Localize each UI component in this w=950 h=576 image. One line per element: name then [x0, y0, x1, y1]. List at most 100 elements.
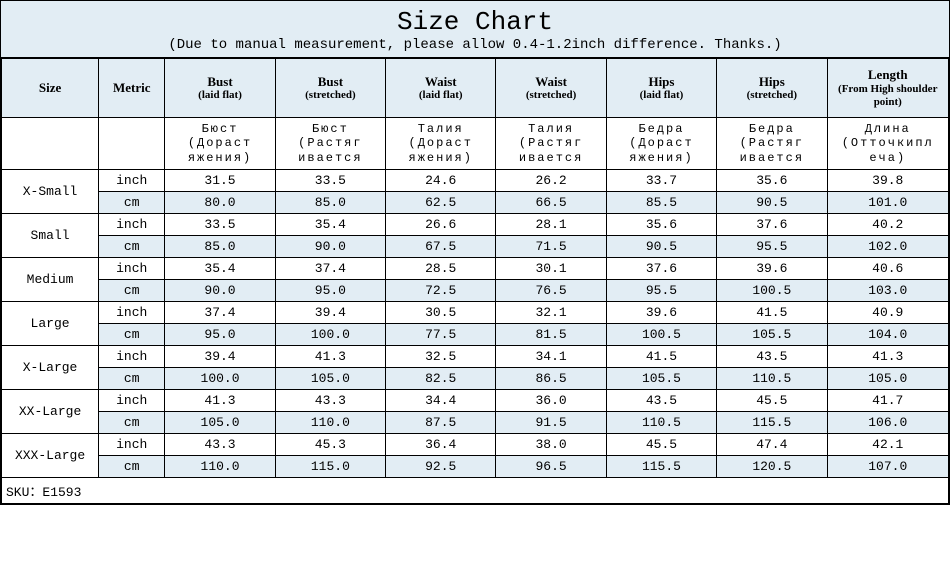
value-cell: 100.0 — [275, 324, 385, 346]
value-cell: 95.0 — [275, 280, 385, 302]
value-cell: 26.6 — [386, 214, 496, 236]
value-cell: 120.5 — [717, 456, 827, 478]
table-row: XX-Largeinch41.343.334.436.043.545.541.7 — [2, 390, 949, 412]
size-label-cell: X-Small — [2, 170, 99, 214]
value-cell: 85.0 — [275, 192, 385, 214]
metric-cell: cm — [99, 412, 165, 434]
value-cell: 39.8 — [827, 170, 949, 192]
value-cell: 41.3 — [275, 346, 385, 368]
value-cell: 71.5 — [496, 236, 606, 258]
value-cell: 105.5 — [606, 368, 716, 390]
value-cell: 101.0 — [827, 192, 949, 214]
value-cell: 39.4 — [275, 302, 385, 324]
value-cell: 28.1 — [496, 214, 606, 236]
value-cell: 37.6 — [717, 214, 827, 236]
value-cell: 37.4 — [165, 302, 275, 324]
value-cell: 41.5 — [717, 302, 827, 324]
value-cell: 33.5 — [165, 214, 275, 236]
value-cell: 67.5 — [386, 236, 496, 258]
sku-cell: SKU：E1593 — [2, 478, 949, 504]
table-row: cm110.0115.092.596.5115.5120.5107.0 — [2, 456, 949, 478]
translit-bust-stretched: Бюст (Растяг ивается — [275, 117, 385, 169]
value-cell: 104.0 — [827, 324, 949, 346]
value-cell: 107.0 — [827, 456, 949, 478]
value-cell: 28.5 — [386, 258, 496, 280]
header-translit-row: Бюст (Дораст яжения) Бюст (Растяг иваетс… — [2, 117, 949, 169]
value-cell: 105.0 — [827, 368, 949, 390]
value-cell: 39.6 — [606, 302, 716, 324]
translit-hips-flat: Бедра (Дораст яжения) — [606, 117, 716, 169]
title-section: Size Chart (Due to manual measurement, p… — [1, 1, 949, 58]
value-cell: 33.5 — [275, 170, 385, 192]
value-cell: 40.6 — [827, 258, 949, 280]
metric-cell: inch — [99, 170, 165, 192]
value-cell: 103.0 — [827, 280, 949, 302]
value-cell: 85.5 — [606, 192, 716, 214]
value-cell: 35.4 — [275, 214, 385, 236]
translit-length: Длина (Отточкипл еча) — [827, 117, 949, 169]
table-row: Smallinch33.535.426.628.135.637.640.2 — [2, 214, 949, 236]
value-cell: 36.4 — [386, 434, 496, 456]
table-row: cm85.090.067.571.590.595.5102.0 — [2, 236, 949, 258]
size-label-cell: Large — [2, 302, 99, 346]
table-row: X-Largeinch39.441.332.534.141.543.541.3 — [2, 346, 949, 368]
header-length: Length(From High shoulder point) — [827, 59, 949, 118]
value-cell: 24.6 — [386, 170, 496, 192]
size-label-cell: XX-Large — [2, 390, 99, 434]
value-cell: 30.5 — [386, 302, 496, 324]
header-hips-flat: Hips(laid flat) — [606, 59, 716, 118]
value-cell: 72.5 — [386, 280, 496, 302]
value-cell: 90.5 — [717, 192, 827, 214]
value-cell: 105.0 — [165, 412, 275, 434]
size-chart-container: Size Chart (Due to manual measurement, p… — [0, 0, 950, 505]
value-cell: 43.3 — [275, 390, 385, 412]
header-waist-stretched: Waist(stretched) — [496, 59, 606, 118]
value-cell: 102.0 — [827, 236, 949, 258]
value-cell: 81.5 — [496, 324, 606, 346]
table-row: cm105.0110.087.591.5110.5115.5106.0 — [2, 412, 949, 434]
size-table: Size Metric Bust(laid flat) Bust(stretch… — [1, 58, 949, 504]
value-cell: 82.5 — [386, 368, 496, 390]
value-cell: 34.1 — [496, 346, 606, 368]
value-cell: 66.5 — [496, 192, 606, 214]
table-row: cm80.085.062.566.585.590.5101.0 — [2, 192, 949, 214]
value-cell: 87.5 — [386, 412, 496, 434]
value-cell: 43.5 — [717, 346, 827, 368]
value-cell: 95.0 — [165, 324, 275, 346]
table-row: cm100.0105.082.586.5105.5110.5105.0 — [2, 368, 949, 390]
value-cell: 39.6 — [717, 258, 827, 280]
value-cell: 105.0 — [275, 368, 385, 390]
table-row: XXX-Largeinch43.345.336.438.045.547.442.… — [2, 434, 949, 456]
value-cell: 33.7 — [606, 170, 716, 192]
value-cell: 37.4 — [275, 258, 385, 280]
value-cell: 32.5 — [386, 346, 496, 368]
value-cell: 100.5 — [717, 280, 827, 302]
value-cell: 76.5 — [496, 280, 606, 302]
value-cell: 39.4 — [165, 346, 275, 368]
table-row: cm90.095.072.576.595.5100.5103.0 — [2, 280, 949, 302]
value-cell: 92.5 — [386, 456, 496, 478]
value-cell: 41.7 — [827, 390, 949, 412]
table-row: Largeinch37.439.430.532.139.641.540.9 — [2, 302, 949, 324]
metric-cell: inch — [99, 258, 165, 280]
value-cell: 31.5 — [165, 170, 275, 192]
value-cell: 43.3 — [165, 434, 275, 456]
header-size: Size — [2, 59, 99, 118]
value-cell: 30.1 — [496, 258, 606, 280]
value-cell: 90.0 — [275, 236, 385, 258]
value-cell: 40.2 — [827, 214, 949, 236]
value-cell: 100.0 — [165, 368, 275, 390]
metric-cell: inch — [99, 214, 165, 236]
size-label-cell: Medium — [2, 258, 99, 302]
chart-subtitle: (Due to manual measurement, please allow… — [1, 37, 949, 53]
value-cell: 90.0 — [165, 280, 275, 302]
value-cell: 115.5 — [717, 412, 827, 434]
chart-title: Size Chart — [1, 7, 949, 37]
value-cell: 115.0 — [275, 456, 385, 478]
value-cell: 45.5 — [606, 434, 716, 456]
size-label-cell: XXX-Large — [2, 434, 99, 478]
value-cell: 77.5 — [386, 324, 496, 346]
header-bust-flat: Bust(laid flat) — [165, 59, 275, 118]
value-cell: 47.4 — [717, 434, 827, 456]
metric-cell: cm — [99, 456, 165, 478]
